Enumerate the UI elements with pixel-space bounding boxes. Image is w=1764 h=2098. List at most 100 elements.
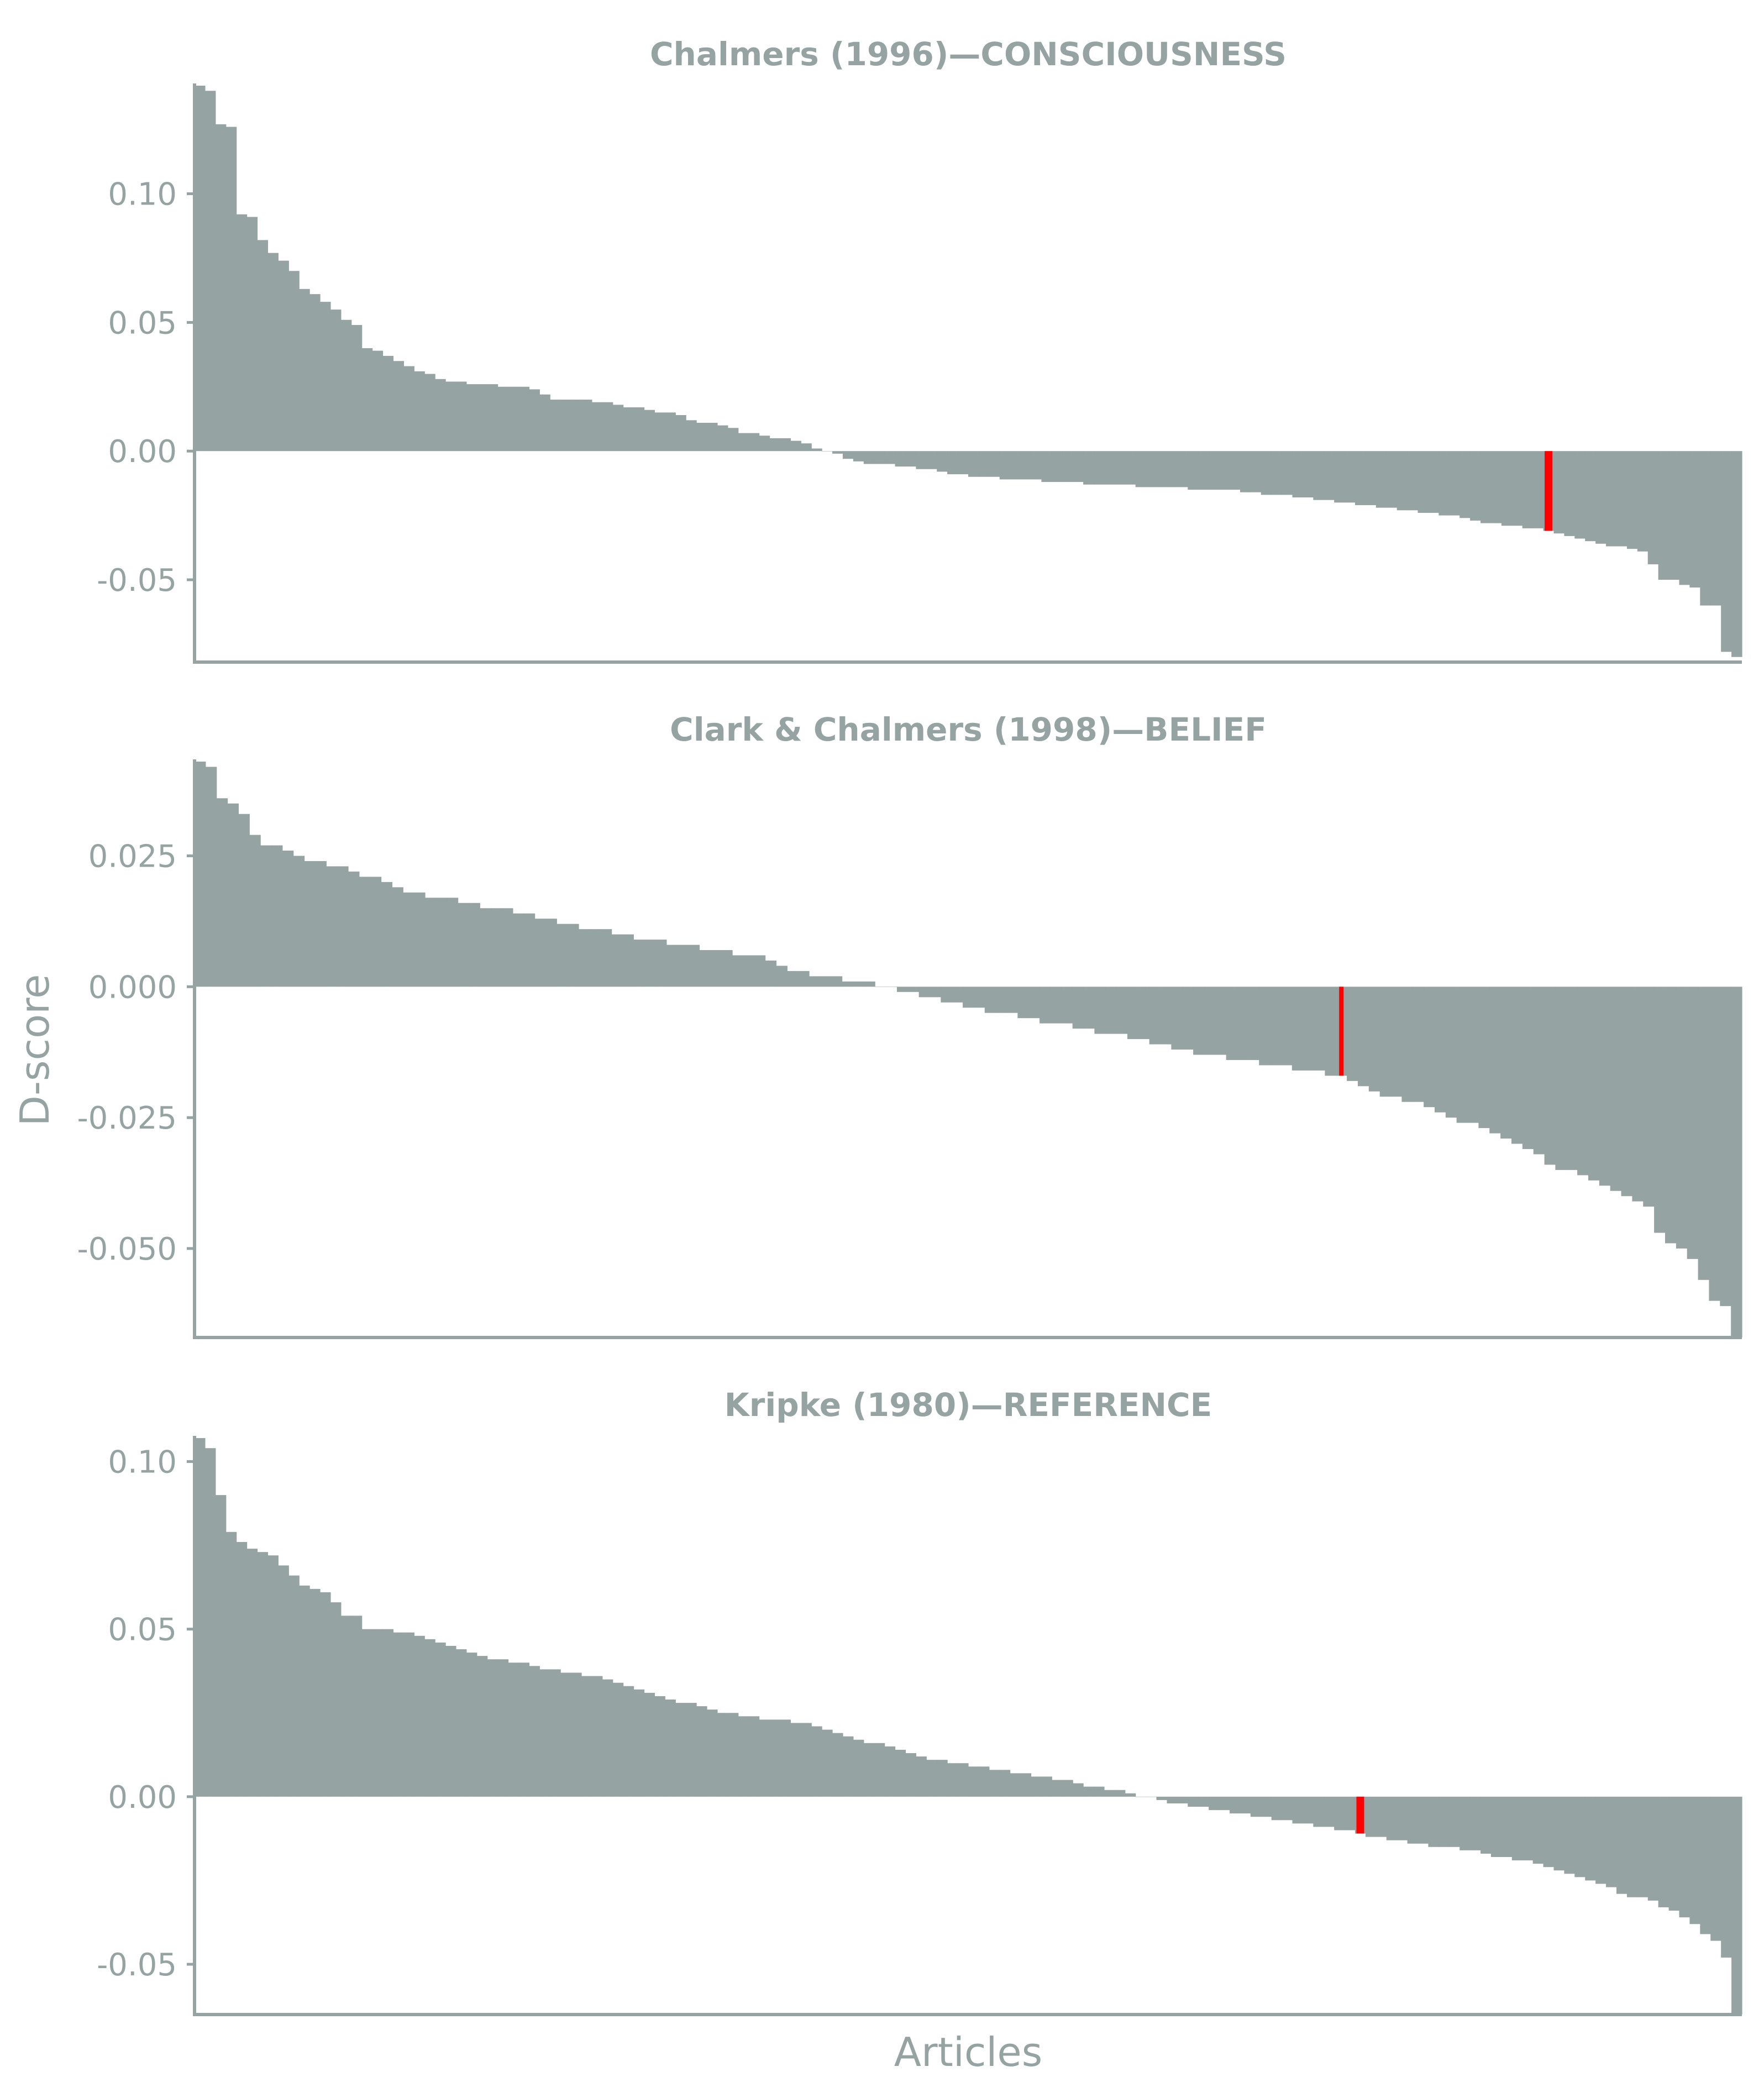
bar — [1621, 987, 1633, 1197]
y-tick-label: 0.05 — [108, 1612, 177, 1648]
bar — [707, 422, 718, 452]
bar — [1543, 1796, 1555, 1868]
bar — [1481, 1796, 1492, 1854]
bar — [1555, 987, 1567, 1170]
bar — [1731, 451, 1742, 657]
bar — [1050, 987, 1062, 1024]
bar — [780, 1719, 791, 1797]
bar — [1390, 987, 1402, 1097]
bar — [820, 976, 832, 987]
bar — [424, 374, 435, 452]
bar — [937, 451, 948, 472]
bar — [1449, 451, 1460, 516]
panel-2: Clark & Chalmers (1998)—BELIEF 0.025 0.000… — [77, 711, 1742, 1339]
bar — [1647, 1796, 1659, 1901]
bar — [884, 1746, 896, 1797]
bar — [937, 1760, 948, 1797]
bar — [1167, 451, 1178, 487]
bar — [1324, 1796, 1335, 1827]
bar — [435, 1642, 446, 1797]
bar — [403, 892, 414, 987]
bar — [267, 253, 279, 452]
bar — [941, 987, 952, 1003]
bar — [765, 960, 777, 987]
bar — [1490, 1796, 1502, 1857]
bar — [288, 1575, 300, 1797]
bar — [1334, 451, 1345, 503]
bar — [447, 898, 459, 987]
bar — [502, 908, 513, 987]
panel-3: Kripke (1980)—REFERENCE 0.10 0.05 0.00 -0.05 — [97, 1386, 1742, 2016]
bar — [895, 451, 906, 467]
bar — [414, 371, 425, 452]
bar — [717, 1713, 728, 1797]
bar — [1282, 451, 1293, 495]
bar — [1376, 1796, 1387, 1837]
bar — [1710, 1796, 1721, 1941]
bar — [787, 971, 799, 987]
bar — [337, 866, 349, 987]
bar — [1698, 987, 1710, 1280]
bar — [591, 1676, 603, 1797]
bar — [644, 940, 656, 987]
bar — [1721, 1796, 1732, 1958]
bar-series — [195, 1438, 1742, 2015]
bar — [999, 451, 1011, 480]
bar — [458, 903, 470, 987]
bar — [1209, 451, 1220, 490]
bar — [267, 1555, 279, 1797]
x-axis-title: Articles — [894, 2029, 1043, 2075]
bar — [1160, 987, 1172, 1045]
bar — [1606, 451, 1617, 547]
bar — [916, 1756, 927, 1797]
bar — [1397, 1796, 1408, 1840]
bar — [1345, 1796, 1356, 1830]
bar — [905, 1753, 917, 1797]
bar — [688, 945, 700, 987]
bar — [195, 86, 206, 452]
bar — [675, 415, 686, 452]
bar — [754, 955, 766, 987]
bar — [1606, 1796, 1617, 1887]
bar — [1574, 1796, 1586, 1877]
bar — [874, 451, 885, 464]
bar — [842, 981, 854, 987]
bar — [1376, 451, 1387, 508]
bar — [424, 1639, 435, 1797]
bar — [1198, 451, 1209, 490]
bar — [842, 451, 854, 459]
bar — [864, 981, 875, 987]
bar — [370, 877, 382, 987]
bar — [1250, 451, 1262, 492]
bar — [1564, 1796, 1575, 1874]
bar — [769, 438, 781, 452]
bar — [1585, 1796, 1596, 1881]
highlighted-bar — [1339, 987, 1344, 1076]
bar — [1522, 451, 1534, 528]
bar — [1282, 1796, 1293, 1821]
bar — [1270, 987, 1282, 1066]
y-tick-label: -0.050 — [77, 1231, 177, 1267]
bar — [1177, 1796, 1188, 1803]
bar — [1501, 1796, 1513, 1857]
y-tick-label: -0.05 — [97, 1947, 177, 1983]
bar — [947, 1763, 958, 1797]
bar — [497, 386, 509, 452]
bar — [874, 1743, 885, 1797]
bar — [1324, 451, 1335, 500]
bar — [288, 271, 300, 452]
bar — [1188, 1796, 1199, 1807]
bar — [508, 386, 519, 452]
bar — [665, 1699, 676, 1797]
bar — [340, 319, 352, 452]
bar — [1146, 451, 1157, 487]
bar — [1357, 987, 1369, 1087]
bar — [1470, 451, 1481, 521]
bar — [895, 1749, 906, 1797]
bar — [1456, 987, 1468, 1123]
bar — [403, 1632, 414, 1797]
bar — [1193, 987, 1205, 1055]
bar — [1010, 1773, 1021, 1797]
bar — [1511, 987, 1523, 1144]
bar — [918, 987, 931, 998]
